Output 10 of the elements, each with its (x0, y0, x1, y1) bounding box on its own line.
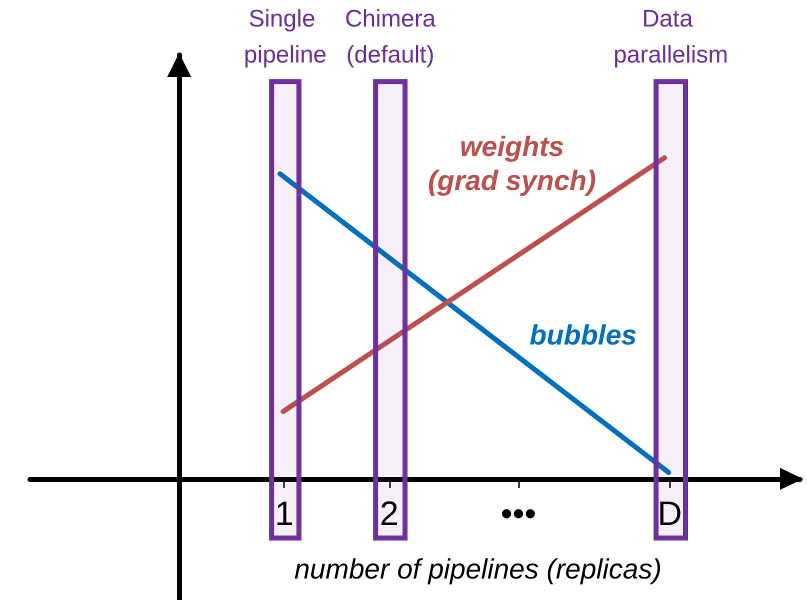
x-tick-label: 1 (274, 494, 294, 533)
x-axis-title: number of pipelines (replicas) (294, 553, 662, 584)
x-tick-label: ••• (500, 494, 536, 533)
series-label: bubbles (530, 319, 637, 350)
band-label: Data parallelism (613, 6, 728, 69)
band-label: Chimera (default) (344, 6, 436, 69)
x-tick-label: 2 (380, 494, 399, 533)
x-tick-label: D (657, 494, 682, 533)
band-label: Single pipeline (244, 6, 327, 69)
series-label: weights (grad synch) (428, 130, 596, 196)
